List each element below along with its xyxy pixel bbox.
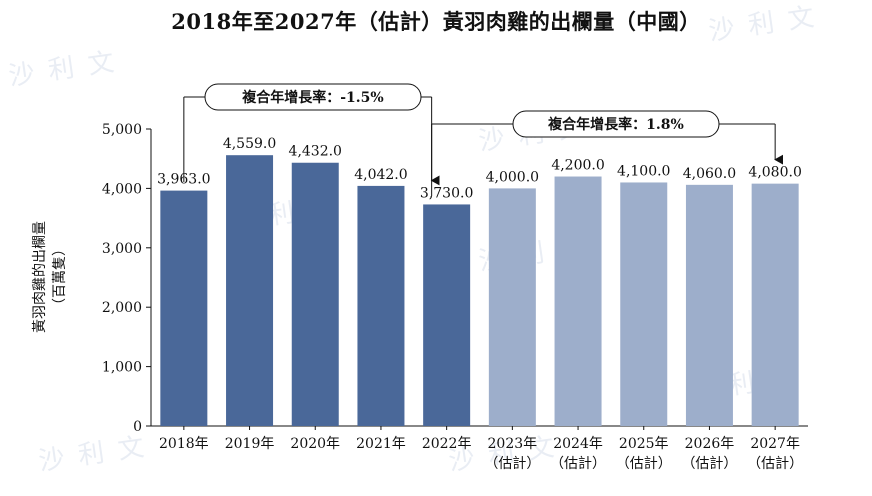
data-label: 4,432.0 <box>289 144 342 160</box>
bars <box>160 155 799 426</box>
y-tick-label: 4,000 <box>102 181 142 197</box>
x-tick-label-sub: （估計） <box>616 456 672 472</box>
cagr-box <box>512 110 720 138</box>
data-label: 3,730.0 <box>420 185 473 201</box>
bar <box>291 162 339 426</box>
watermark-text: 沙利文 <box>37 431 160 477</box>
x-tick-label: 2026年 <box>685 436 735 452</box>
data-label: 4,100.0 <box>617 163 670 179</box>
data-label: 4,200.0 <box>551 158 604 174</box>
x-tick-label: 2027年 <box>750 436 800 452</box>
x-tick-label: 2018年 <box>159 436 209 452</box>
x-tick-label: 2019年 <box>225 436 275 452</box>
x-tick-label: 2022年 <box>422 436 472 452</box>
data-labels: 3,963.02018年4,559.02019年4,432.02020年4,04… <box>157 136 803 472</box>
y-tick-label: 0 <box>133 419 142 435</box>
y-axis-title: 黃羽肉雞的出欄量 （百萬隻） <box>32 221 68 333</box>
watermark-text: 沙利文 <box>7 46 130 92</box>
x-tick-label-sub: （估計） <box>681 456 737 472</box>
bar <box>160 190 208 426</box>
bar <box>554 176 602 426</box>
cagr-label: 複合年增長率：1.8% <box>547 116 684 133</box>
y-tick-label: 1,000 <box>102 360 142 376</box>
bar <box>751 183 799 426</box>
bar <box>423 204 471 426</box>
x-tick-label: 2023年 <box>488 436 538 452</box>
data-label: 4,000.0 <box>486 169 539 185</box>
cagr-box <box>204 83 422 111</box>
x-tick-label-sub: （估計） <box>550 456 606 472</box>
x-tick-label-sub: （估計） <box>484 456 540 472</box>
chart-title: 2018年至2027年（估計）黃羽肉雞的出欄量（中國） <box>171 9 701 34</box>
data-label: 4,042.0 <box>354 167 407 183</box>
x-tick-label: 2021年 <box>356 436 406 452</box>
bar <box>357 185 405 426</box>
bar <box>685 184 733 426</box>
bar <box>226 155 274 426</box>
bar <box>620 182 668 426</box>
cagr-annotations: 複合年增長率：-1.5% 複合年增長率：1.8% <box>183 83 784 196</box>
y-tick-label: 3,000 <box>102 241 142 257</box>
cagr-label: 複合年增長率：-1.5% <box>241 89 383 106</box>
x-tick-label: 2024年 <box>553 436 603 452</box>
y-axis-unit: （百萬隻） <box>52 242 68 312</box>
x-tick-label: 2025年 <box>619 436 669 452</box>
data-label: 4,060.0 <box>683 166 736 182</box>
y-axis-label: 黃羽肉雞的出欄量 <box>32 221 48 333</box>
data-label: 4,559.0 <box>223 136 276 152</box>
x-tick-label: 2020年 <box>290 436 340 452</box>
y-tick-label: 2,000 <box>102 300 142 316</box>
y-tick-label: 5,000 <box>102 122 142 138</box>
x-tick-label-sub: （估計） <box>747 456 803 472</box>
watermark-text: 沙利文 <box>707 1 830 47</box>
data-label: 4,080.0 <box>748 165 801 181</box>
bar <box>488 188 536 426</box>
